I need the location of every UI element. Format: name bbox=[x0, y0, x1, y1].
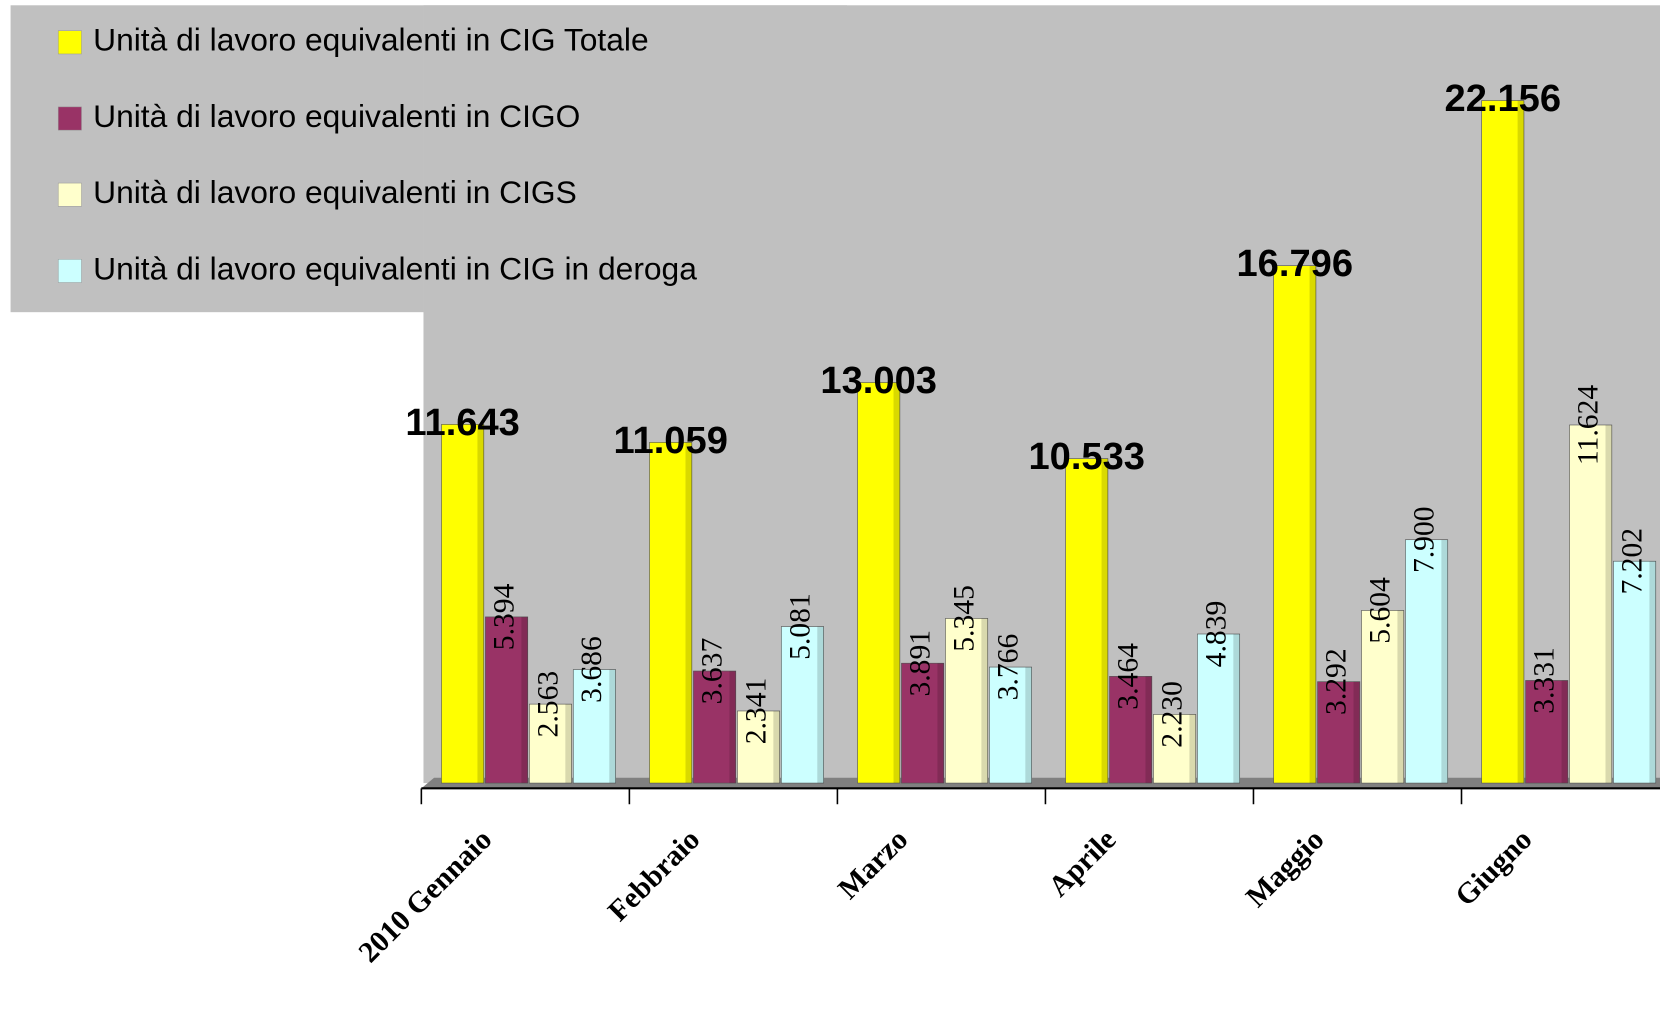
legend-swatch bbox=[57, 30, 82, 55]
bar bbox=[441, 424, 485, 784]
bar bbox=[529, 703, 573, 784]
bar bbox=[989, 666, 1032, 784]
bar-side bbox=[937, 663, 944, 784]
bar bbox=[1273, 265, 1317, 784]
legend-swatch bbox=[57, 106, 82, 131]
bar-side bbox=[817, 626, 824, 784]
bar bbox=[485, 616, 529, 784]
bar-side bbox=[981, 618, 988, 784]
value-label: 7.900 bbox=[1408, 506, 1440, 573]
bar bbox=[1361, 610, 1405, 784]
bar-side bbox=[1561, 680, 1568, 784]
legend-label: Unità di lavoro equivalenti in CIG in de… bbox=[93, 250, 697, 286]
bar-side bbox=[477, 424, 484, 784]
bar-side bbox=[1025, 667, 1032, 784]
bar bbox=[1569, 424, 1613, 784]
legend-ext bbox=[423, 5, 847, 313]
legend-label: Unità di lavoro equivalenti in CIGO bbox=[93, 98, 580, 134]
bar bbox=[945, 618, 989, 784]
x-tick-label: 2010 Gennaio bbox=[353, 824, 498, 969]
legend-label: Unità di lavoro equivalenti in CIGS bbox=[93, 174, 577, 210]
value-label: 2.230 bbox=[1156, 681, 1188, 748]
x-tick-label: Aprile bbox=[1043, 824, 1123, 904]
bar bbox=[1481, 100, 1525, 784]
value-label: 5.604 bbox=[1364, 577, 1396, 644]
legend-swatch bbox=[57, 182, 82, 207]
bar-side bbox=[1189, 714, 1196, 784]
value-label: 3.891 bbox=[904, 630, 936, 697]
bar-side bbox=[773, 710, 780, 784]
x-tick-label: Febbraio bbox=[602, 824, 706, 928]
value-label: 5.345 bbox=[948, 585, 980, 652]
bar bbox=[649, 442, 693, 784]
bar bbox=[1317, 681, 1361, 784]
value-label: 11.624 bbox=[1572, 385, 1604, 466]
value-label: 2.341 bbox=[740, 678, 772, 745]
legend-label: Unità di lavoro equivalenti in CIG Total… bbox=[93, 22, 648, 58]
bar-side bbox=[1649, 561, 1656, 784]
bar bbox=[1109, 676, 1153, 784]
bar-side bbox=[1605, 424, 1612, 784]
value-label: 11.059 bbox=[613, 420, 727, 462]
bar bbox=[857, 382, 901, 784]
bar bbox=[1525, 680, 1569, 784]
bar-side bbox=[685, 442, 692, 784]
value-label: 3.766 bbox=[992, 634, 1024, 701]
bar-side bbox=[1101, 458, 1108, 784]
bar bbox=[1613, 560, 1657, 784]
bar-side bbox=[609, 669, 616, 784]
bar-side bbox=[729, 671, 736, 784]
value-label: 4.839 bbox=[1200, 601, 1232, 668]
bar-side bbox=[1145, 676, 1152, 784]
value-label: 10.533 bbox=[1028, 436, 1145, 478]
bar-side bbox=[893, 382, 900, 784]
value-label: 3.464 bbox=[1112, 643, 1144, 710]
value-label: 3.637 bbox=[696, 638, 728, 705]
value-label: 3.331 bbox=[1529, 647, 1561, 714]
value-label: 5.394 bbox=[488, 583, 520, 650]
value-label: 3.686 bbox=[576, 636, 608, 703]
value-label: 7.202 bbox=[1616, 528, 1648, 595]
x-tick-label: Marzo bbox=[832, 824, 914, 906]
bar-side bbox=[1517, 100, 1524, 784]
value-label: 13.003 bbox=[820, 360, 937, 402]
bar bbox=[901, 662, 945, 784]
bar-side bbox=[565, 704, 572, 784]
bar-side bbox=[521, 616, 528, 784]
value-label: 11.643 bbox=[405, 402, 519, 444]
bar-side bbox=[1309, 265, 1316, 784]
x-tick-label: Giugno bbox=[1449, 824, 1538, 913]
value-label: 5.081 bbox=[784, 593, 816, 660]
bar-side bbox=[1353, 681, 1360, 784]
bar bbox=[737, 710, 781, 784]
value-label: 22.156 bbox=[1445, 78, 1562, 120]
bar bbox=[780, 626, 824, 784]
bar bbox=[1197, 633, 1241, 784]
value-label: 2.563 bbox=[532, 671, 564, 738]
bar-side bbox=[1397, 610, 1404, 784]
bar bbox=[572, 669, 616, 784]
value-label: 16.796 bbox=[1236, 243, 1353, 285]
value-label: 3.292 bbox=[1320, 648, 1352, 715]
x-tick-label: Maggio bbox=[1240, 824, 1330, 914]
bar bbox=[1405, 539, 1449, 784]
bar-side bbox=[1441, 539, 1448, 784]
legend-swatch bbox=[57, 258, 82, 283]
bar bbox=[693, 670, 737, 784]
bar-side bbox=[1233, 634, 1240, 784]
bar bbox=[1065, 458, 1109, 784]
bar bbox=[1153, 714, 1197, 784]
